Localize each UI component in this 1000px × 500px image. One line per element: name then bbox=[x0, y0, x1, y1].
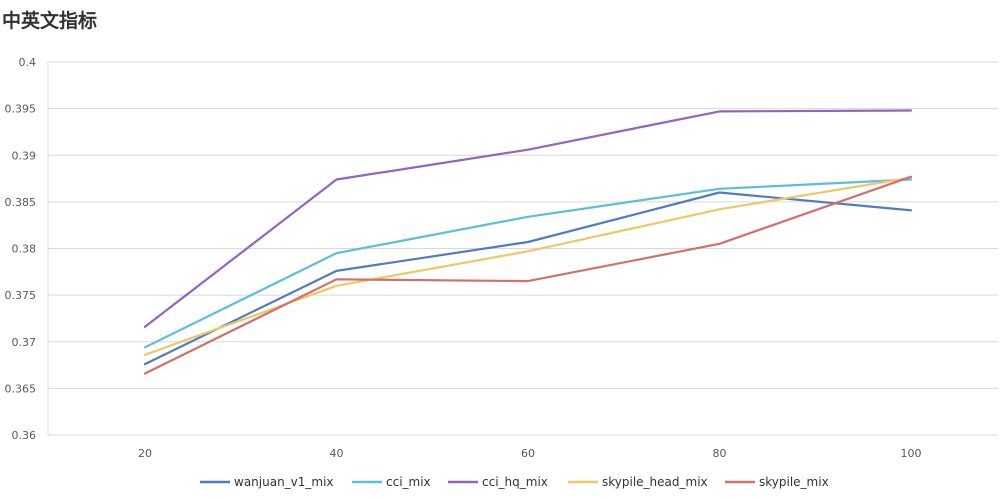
x-tick-label: 20 bbox=[138, 447, 152, 460]
y-tick-label: 0.385 bbox=[5, 196, 37, 209]
x-tick-label: 100 bbox=[901, 447, 922, 460]
y-tick-label: 0.4 bbox=[19, 56, 37, 69]
y-tick-label: 0.395 bbox=[5, 103, 37, 116]
x-tick-label: 60 bbox=[521, 447, 535, 460]
chart-title: 中英文指标 bbox=[2, 10, 98, 32]
series-line-cci_mix bbox=[143, 178, 913, 349]
y-tick-label: 0.365 bbox=[5, 382, 37, 395]
x-tick-label: 80 bbox=[713, 447, 727, 460]
y-tick-label: 0.38 bbox=[12, 243, 37, 256]
series-line-cci_hq_mix bbox=[143, 109, 913, 328]
x-tick-label: 40 bbox=[330, 447, 344, 460]
legend-label: wanjuan_v1_mix bbox=[234, 475, 334, 489]
series-line-wanjuan_v1_mix bbox=[143, 191, 913, 366]
series-line-skypile_head_mix bbox=[143, 176, 913, 356]
y-tick-label: 0.39 bbox=[12, 149, 37, 162]
y-tick-label: 0.375 bbox=[5, 289, 37, 302]
y-tick-label: 0.36 bbox=[12, 429, 37, 442]
legend-label: skypile_mix bbox=[759, 475, 829, 489]
legend-label: cci_hq_mix bbox=[482, 475, 548, 489]
series-line-skypile_mix bbox=[143, 175, 913, 375]
y-tick-label: 0.37 bbox=[12, 336, 37, 349]
legend-label: cci_mix bbox=[386, 475, 431, 489]
legend-label: skypile_head_mix bbox=[602, 475, 708, 489]
